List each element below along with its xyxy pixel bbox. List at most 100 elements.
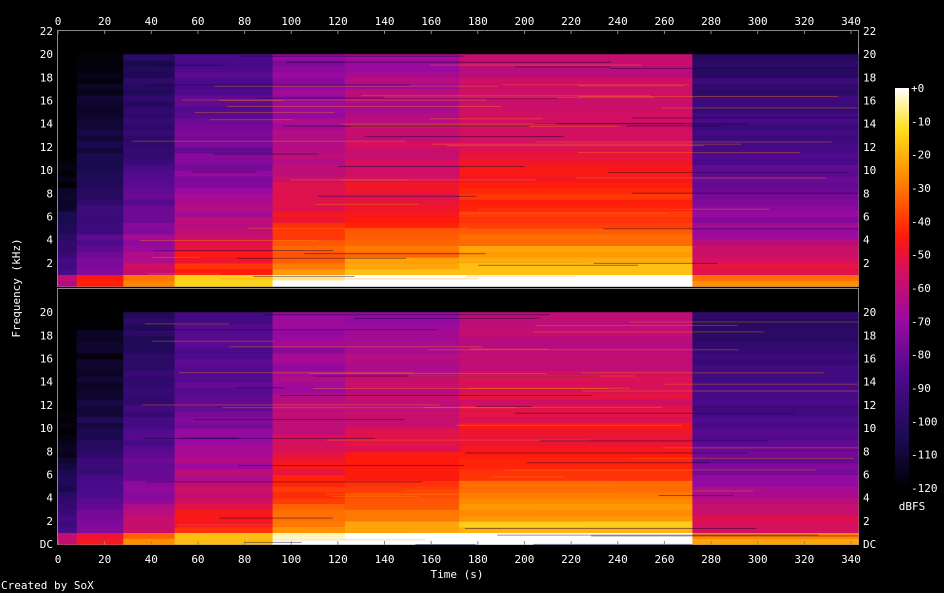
spectrogram-harmonic-line <box>249 539 425 541</box>
spectrogram-cell <box>692 335 859 342</box>
x-tick-label: 80 <box>238 15 251 28</box>
spectrogram-cell <box>76 228 124 235</box>
spectrogram-cell <box>344 146 460 154</box>
spectrogram-harmonic-line <box>535 324 738 326</box>
spectrogram-cell <box>344 257 460 264</box>
spectrogram-cell <box>76 381 124 389</box>
spectrogram-cell <box>459 329 693 336</box>
spectrogram-cell <box>76 170 124 177</box>
spectrogram-cell <box>344 117 460 125</box>
spectrogram-cell <box>76 146 124 154</box>
spectrogram-cell <box>76 335 124 342</box>
spectrogram-cell <box>459 387 693 394</box>
spectrogram-harmonic-line <box>213 153 319 155</box>
spectrogram-cell <box>459 439 693 447</box>
spectrogram-cell <box>459 164 693 171</box>
spectrogram-cell <box>58 491 78 499</box>
spectrogram-cell <box>58 181 78 189</box>
spectrogram-cell <box>58 416 78 423</box>
spectrogram-cell <box>344 175 460 183</box>
y-tick-label: 8 <box>46 187 53 200</box>
spectrogram-cell <box>58 318 78 325</box>
spectrogram-cell <box>76 141 124 148</box>
spectrogram-cell <box>272 129 346 136</box>
spectrogram-cell <box>459 251 693 258</box>
spectrogram-cell <box>272 60 346 67</box>
spectrogram-cell <box>459 187 693 194</box>
spectrogram-cell <box>76 262 124 270</box>
spectrogram-cell <box>344 364 460 371</box>
y-tick-label: 2 <box>46 515 53 528</box>
spectrogram-cell <box>459 94 693 102</box>
spectrogram-cell <box>174 146 274 154</box>
spectrogram-cell <box>58 399 78 406</box>
y-tick-label: 20 <box>863 306 876 319</box>
spectrogram-cell <box>692 245 859 252</box>
spectrogram-cell <box>123 462 176 470</box>
y-tick-label: 8 <box>863 445 870 458</box>
y-tick-label: 16 <box>40 353 53 366</box>
spectrogram-cell <box>76 393 124 400</box>
spectrogram-harmonic-line <box>631 117 858 119</box>
spectrogram-cell <box>272 268 346 275</box>
spectrogram-harmonic-line <box>608 171 847 173</box>
spectrogram-cell <box>58 204 78 212</box>
spectrogram-cell <box>174 228 274 235</box>
spectrogram-cell <box>76 445 124 452</box>
spectrogram-cell <box>459 60 693 67</box>
spectrogram-cell <box>459 117 693 125</box>
spectrogram-cell <box>272 468 346 476</box>
colorbar-tick-label: -90 <box>911 382 931 395</box>
x-tick-label: 220 <box>561 15 581 28</box>
colorbar-tick-label: -40 <box>911 215 931 228</box>
spectrogram-harmonic-line <box>308 373 547 374</box>
spectrogram-cell <box>459 65 693 73</box>
spectrogram-cell <box>58 123 78 131</box>
spectrogram-cell <box>174 112 274 119</box>
spectrogram-cell <box>272 100 346 107</box>
y-tick-label: 18 <box>40 71 53 84</box>
spectrogram-cell <box>459 204 693 212</box>
spectrogram-cell <box>58 387 78 394</box>
spectrogram-cell <box>174 515 274 522</box>
spectrogram-cell <box>76 187 124 194</box>
y-axis-label: Frequency (kHz) <box>10 238 23 337</box>
spectrogram-cell <box>76 77 124 84</box>
spectrogram-cell <box>174 100 274 107</box>
spectrogram-cell <box>692 526 859 533</box>
spectrogram-cell <box>174 474 274 481</box>
spectrogram-cell <box>459 268 693 275</box>
spectrogram-cell <box>344 123 460 131</box>
spectrogram-cell <box>174 387 274 394</box>
spectrogram-cell <box>174 416 274 423</box>
spectrogram-cell <box>174 538 274 545</box>
spectrogram-harmonic-line <box>581 372 824 374</box>
spectrogram-cell <box>272 77 346 84</box>
spectrogram-cell <box>123 164 176 171</box>
spectrogram-harmonic-line <box>148 273 221 275</box>
spectrogram-cell <box>272 532 346 539</box>
x-tick-label: 220 <box>561 553 581 566</box>
spectrogram-cell <box>272 312 346 319</box>
spectrogram-cell <box>459 175 693 183</box>
spectrogram-cell <box>123 170 176 177</box>
spectrogram-cell <box>58 170 78 177</box>
spectrogram-cell <box>76 526 124 533</box>
spectrogram-cell <box>459 486 693 493</box>
spectrogram-cell <box>76 515 124 522</box>
spectrogram-cell <box>123 410 176 418</box>
spectrogram-cell <box>174 199 274 206</box>
spectrogram-cell <box>344 526 460 533</box>
spectrogram-cell <box>58 410 78 418</box>
spectrogram-cell <box>344 503 460 510</box>
spectrogram-cell <box>459 152 693 160</box>
spectrogram-cell <box>272 251 346 258</box>
spectrogram-cell <box>174 216 274 223</box>
spectrogram-cell <box>174 532 274 539</box>
spectrogram-cell <box>692 146 859 154</box>
spectrogram-cell <box>123 193 176 200</box>
spectrogram-harmonic-line <box>209 119 292 121</box>
spectrogram-harmonic-line <box>361 95 651 97</box>
spectrogram-harmonic-line <box>283 125 530 127</box>
spectrogram-cell <box>174 381 274 389</box>
